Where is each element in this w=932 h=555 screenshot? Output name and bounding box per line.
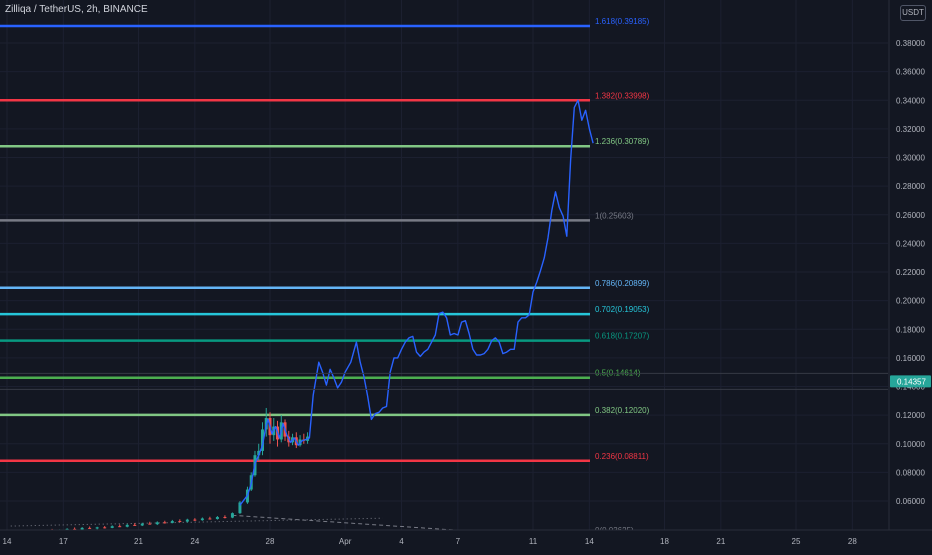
trend-lines [10,514,492,533]
price-tick-label: 0.16000 [896,354,925,363]
candlesticks [43,407,310,532]
fibonacci-levels[interactable]: 1.618(0.39185) 1.382(0.33998) 1.236(0.3078… [0,17,650,535]
time-tick-label: 11 [529,537,538,546]
candle-body [257,450,261,456]
time-tick-label: 24 [190,537,199,546]
current-price-label: 0.14357 [897,377,926,386]
fib-label: 0.382(0.12020) [595,406,650,415]
candle-body [163,522,167,524]
time-tick-label: 14 [585,537,594,546]
candle-body [215,517,219,520]
time-tick-label: 25 [792,537,801,546]
price-tick-label: 0.28000 [896,182,925,191]
price-axis-bg [889,0,932,530]
dotted-trend-line [10,517,383,527]
price-tick-label: 0.22000 [896,268,925,277]
price-tick-label: 0.10000 [896,440,925,449]
projection-line [239,99,594,506]
price-tick-label: 0.32000 [896,125,925,134]
time-tick-label: 17 [59,537,68,546]
dashed-trend-line [232,514,492,533]
price-tick-label: 0.26000 [896,211,925,220]
candle-body [260,429,264,451]
fib-label: 0.702(0.19053) [595,305,650,314]
price-tick-label: 0.36000 [896,68,925,77]
price-tick-label: 0.18000 [896,325,925,334]
projection-series [239,99,594,506]
time-tick-label: 21 [134,537,143,546]
candle-body [140,523,144,526]
candle-body [185,519,189,522]
price-tick-label: 0.08000 [896,468,925,477]
price-tick-label: 0.20000 [896,297,925,306]
candle-body [88,527,92,529]
grid-lines [0,0,888,530]
time-tick-label: 14 [3,537,12,546]
fib-label: 1(0.25603) [595,211,634,220]
candle-body [65,528,69,530]
time-tick-label: 28 [266,537,275,546]
time-axis-bg [0,530,932,550]
time-axis[interactable]: 14 17 21 24 28 Apr 4 7 11 14 18 21 25 28 [0,529,932,550]
candle-body [118,526,122,528]
candle-body [230,513,234,518]
candle-body [148,523,152,525]
candle-body [125,524,129,527]
candle-body [133,524,137,526]
candle-body [95,527,99,529]
candle-body [103,527,107,529]
price-tick-label: 0.24000 [896,239,925,248]
fib-label: 1.382(0.33998) [595,91,650,100]
time-tick-label: 4 [399,537,404,546]
time-tick-label: 18 [660,537,669,546]
candle-body [223,517,227,519]
currency-button[interactable]: USDT [900,5,926,21]
fib-label: 0.236(0.08811) [595,452,649,461]
time-tick-label: 7 [456,537,461,546]
symbol-title: Zilliqa / TetherUS, 2h, BINANCE [5,4,148,15]
price-axis[interactable]: 0.38000 0.36000 0.34000 0.32000 0.30000 0.280… [0,0,932,530]
fib-label: 1.618(0.39185) [595,17,650,26]
candle-body [110,526,114,528]
candle-body [80,527,84,530]
price-tick-label: 0.12000 [896,411,925,420]
price-tick-label: 0.34000 [896,96,925,105]
candle-body [170,521,174,523]
time-tick-label: Apr [339,537,352,546]
candle-body [238,502,242,514]
fib-label: 0.618(0.17207) [595,332,650,341]
price-tick-label: 0.38000 [896,39,925,48]
candle-body [178,521,182,523]
fib-label: 0.786(0.20899) [595,279,650,288]
price-tick-label: 0.06000 [896,497,925,506]
time-tick-label: 28 [848,537,857,546]
candle-body [73,528,77,530]
current-price-badge[interactable] [890,375,931,388]
candle-body [193,519,197,521]
price-tick-label: 0.30000 [896,154,925,163]
candle-body [155,522,159,525]
candle-body [200,518,204,521]
fib-label: 1.236(0.30789) [595,137,650,146]
time-tick-label: 21 [716,537,725,546]
candle-body [208,518,212,520]
